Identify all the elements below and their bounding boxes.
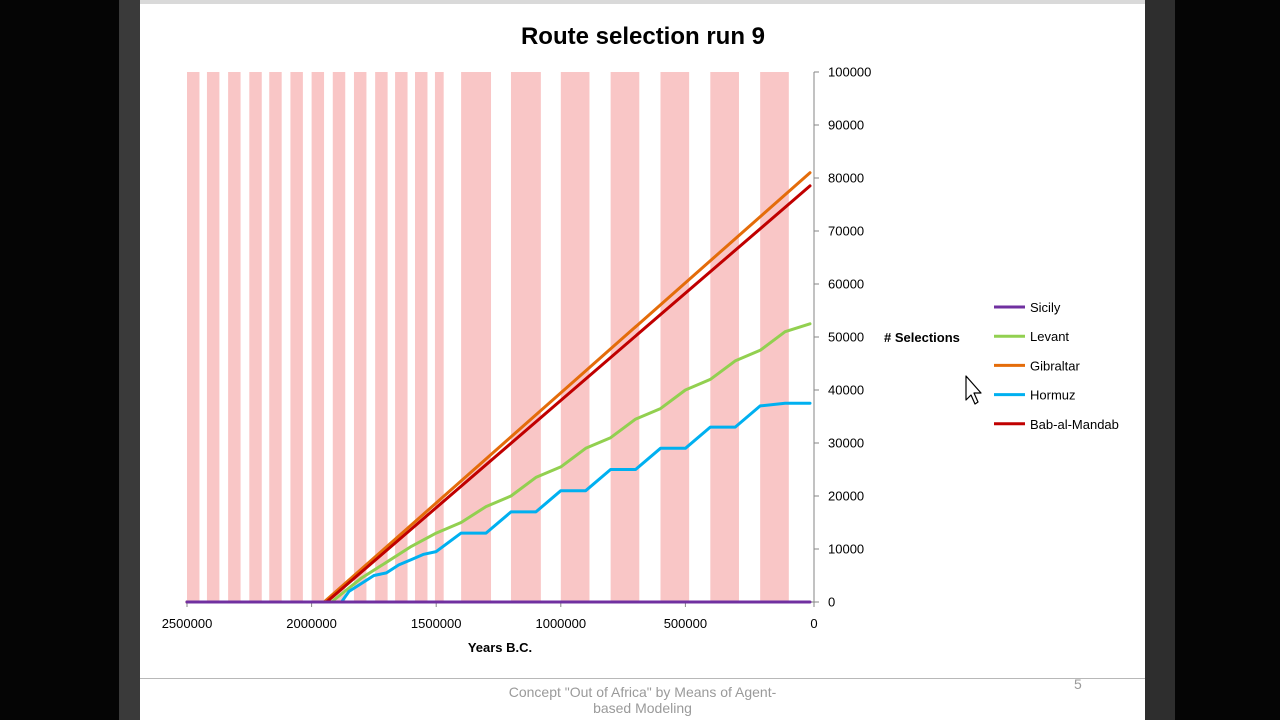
x-tick-label: 2500000 <box>162 616 213 631</box>
y-tick-label: 60000 <box>828 277 864 292</box>
background-band-7 <box>311 72 325 602</box>
legend-label-sicily: Sicily <box>1030 300 1061 315</box>
y-tick-label: 30000 <box>828 436 864 451</box>
background-band-20 <box>760 72 789 602</box>
y-tick-label: 10000 <box>828 542 864 557</box>
background-band-14 <box>461 72 492 602</box>
legend-label-bab-al-mandab: Bab-al-Mandab <box>1030 417 1119 432</box>
background-band-5 <box>269 72 282 602</box>
background-band-9 <box>353 72 367 602</box>
x-tick-label: 500000 <box>664 616 707 631</box>
background-band-18 <box>660 72 690 602</box>
background-band-1 <box>187 72 200 602</box>
background-band-12 <box>415 72 428 602</box>
series-line-hormuz <box>185 401 812 604</box>
slide-canvas <box>140 0 1145 678</box>
y-tick-label: 70000 <box>828 224 864 239</box>
x-tick-label: 1000000 <box>535 616 586 631</box>
background-band-6 <box>290 72 303 602</box>
background-band-10 <box>375 72 388 602</box>
legend-label-gibraltar: Gibraltar <box>1030 358 1081 373</box>
y-tick-label: 40000 <box>828 383 864 398</box>
x-axis-label: Years B.C. <box>468 640 532 655</box>
left-background <box>0 0 119 720</box>
background-band-19 <box>710 72 739 602</box>
background-band-3 <box>228 72 241 602</box>
y-axis-label: # Selections <box>884 330 960 345</box>
x-axis: 2500000 2000000 1500000 1000000 500000 0 <box>162 601 818 631</box>
chart-title: Route selection run 9 <box>521 23 765 50</box>
legend-label-levant: Levant <box>1030 329 1069 344</box>
background-band-15 <box>510 72 541 602</box>
y-tick-label: 90000 <box>828 118 864 133</box>
x-tick-label: 1500000 <box>411 616 462 631</box>
series-lines <box>185 171 812 604</box>
legend: Sicily Levant Gibraltar Hormuz Bab-al-Mandab <box>994 300 1119 432</box>
mouse-pointer-icon <box>965 375 982 405</box>
background-band-11 <box>395 72 408 602</box>
background-band-16 <box>560 72 590 602</box>
footer-text: Concept "Out of Africa" by Means of Agen… <box>508 684 777 716</box>
y-tick-label: 20000 <box>828 489 864 504</box>
y-tick-label: 100000 <box>828 65 871 80</box>
right-background <box>1175 0 1280 720</box>
y-tick-label: 80000 <box>828 171 864 186</box>
background-band-2 <box>206 72 220 602</box>
background-band-4 <box>249 72 262 602</box>
series-line-levant <box>185 322 812 604</box>
y-tick-label: 0 <box>828 595 835 610</box>
background-band-8 <box>332 72 346 602</box>
y-axis: 0 10000 20000 30000 40000 50000 60000 70000 8000… <box>813 65 871 610</box>
left-window-edge <box>119 0 140 720</box>
x-tick-label: 0 <box>810 616 817 631</box>
slide-footer <box>140 678 1145 720</box>
background-bands <box>187 72 789 602</box>
y-tick-label: 50000 <box>828 330 864 345</box>
background-band-13 <box>434 72 444 602</box>
slide-number: 5 <box>1074 676 1082 692</box>
legend-label-hormuz: Hormuz <box>1030 388 1076 403</box>
x-tick-label: 2000000 <box>286 616 337 631</box>
right-window-edge <box>1145 0 1175 720</box>
